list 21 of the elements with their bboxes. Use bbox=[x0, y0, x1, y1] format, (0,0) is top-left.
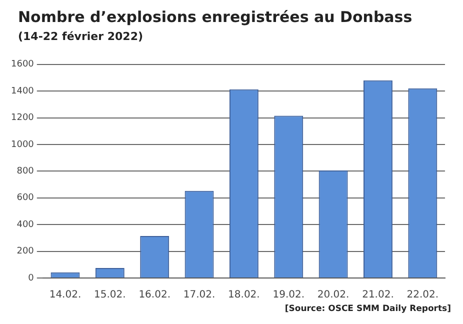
y-tick-label: 1600 bbox=[11, 60, 34, 70]
x-tick-label: 16.02. bbox=[138, 290, 171, 301]
y-tick-label: 1400 bbox=[11, 86, 34, 96]
y-tick-label: 1200 bbox=[11, 113, 34, 124]
y-tick-label: 0 bbox=[28, 273, 34, 284]
x-tick-label: 21.02. bbox=[362, 290, 394, 301]
y-tick-label: 200 bbox=[16, 246, 34, 257]
x-tick-label: 20.02. bbox=[317, 290, 350, 301]
y-tick-label: 1000 bbox=[11, 140, 34, 150]
x-tick-label: 19.02. bbox=[272, 290, 305, 301]
x-tick-label: 14.02. bbox=[49, 290, 82, 301]
y-tick-label: 400 bbox=[16, 220, 34, 230]
x-tick-label: 15.02. bbox=[94, 290, 126, 301]
x-tick-label: 18.02. bbox=[228, 290, 260, 301]
y-tick-label: 800 bbox=[16, 166, 34, 177]
y-tick-label: 600 bbox=[16, 193, 34, 204]
chart-subtitle: (14-22 février 2022) bbox=[18, 30, 144, 43]
text: [Source: OSCE SMM Daily Reports] bbox=[284, 304, 451, 314]
x-tick-label: 22.02. bbox=[406, 290, 439, 301]
chart-title: Nombre d’explosions enregistrées au Donbass bbox=[18, 8, 412, 26]
x-tick-label: 17.02. bbox=[183, 290, 216, 301]
